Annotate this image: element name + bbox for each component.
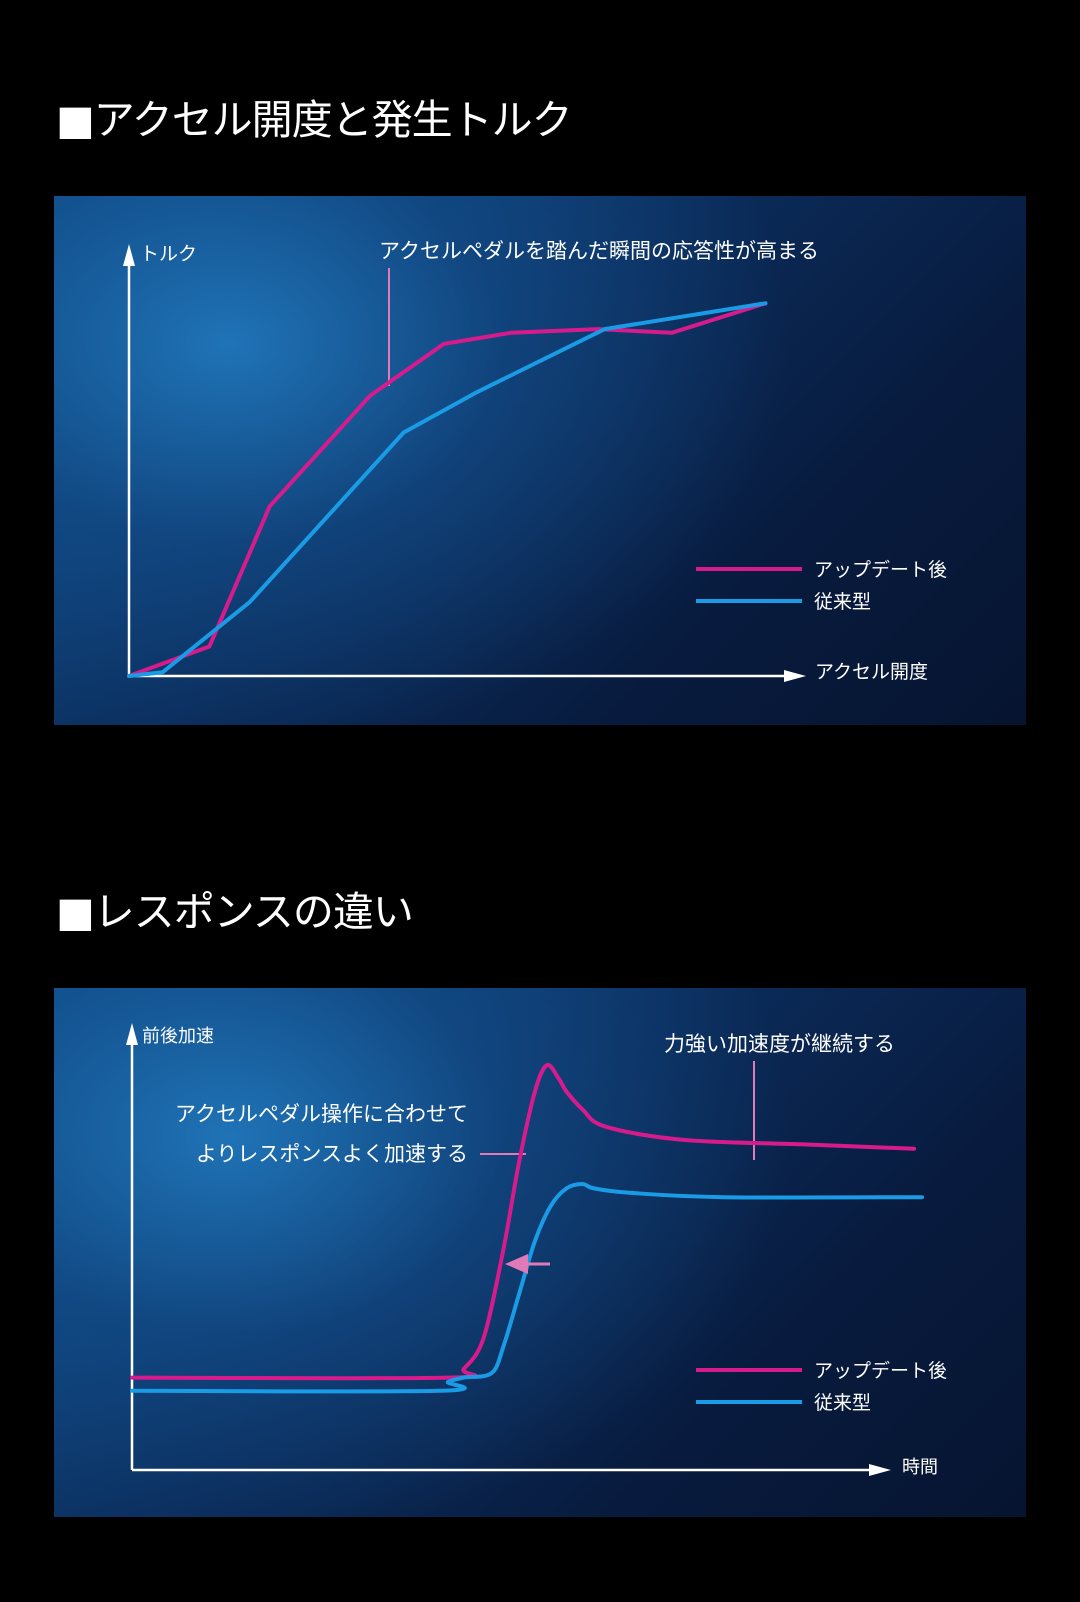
y-axis-label: 前後加速 xyxy=(142,1026,214,1047)
x-axis-label: アクセル開度 xyxy=(815,661,928,683)
x-axis-arrow xyxy=(784,670,806,682)
legend-label-after-update: アップデート後 xyxy=(814,559,947,581)
y-axis-label: トルク xyxy=(140,243,197,265)
annotation-response-line1: アクセルペダル操作に合わせて xyxy=(175,1102,468,1126)
annotation-response-line2: よりレスポンスよく加速する xyxy=(196,1142,468,1166)
time-shift-arrow-head xyxy=(505,1254,528,1274)
response-chart: 前後加速 時間 力強い加速度が継続する アクセルペダル操作に合わせて よりレスポ… xyxy=(126,1023,947,1478)
y-axis-arrow xyxy=(126,1023,138,1045)
y-axis-arrow xyxy=(123,244,135,266)
legend: アップデート後 従来型 xyxy=(696,1360,947,1414)
section-title-response: ■レスポンスの違い xyxy=(56,888,414,936)
x-axis-label: 時間 xyxy=(902,1457,938,1478)
series-conventional-line xyxy=(127,301,768,678)
section-title-torque: ■アクセル開度と発生トルク xyxy=(56,96,573,144)
legend-label-conventional: 従来型 xyxy=(814,1392,871,1414)
legend-label-conventional: 従来型 xyxy=(814,591,871,613)
legend-label-after-update: アップデート後 xyxy=(814,1360,947,1382)
torque-chart: トルク アクセル開度 アクセルペダルを踏んだ瞬間の応答性が高まる アップデート後… xyxy=(123,239,947,683)
annotation-response: アクセルペダルを踏んだ瞬間の応答性が高まる xyxy=(379,239,819,263)
annotation-sustained-accel: 力強い加速度が継続する xyxy=(664,1032,895,1056)
legend: アップデート後 従来型 xyxy=(696,559,947,613)
series-conventional-line xyxy=(130,1182,924,1394)
response-chart-panel: 前後加速 時間 力強い加速度が継続する アクセルペダル操作に合わせて よりレスポ… xyxy=(54,988,1026,1517)
series-after-update-line xyxy=(130,1062,917,1381)
torque-chart-panel: トルク アクセル開度 アクセルペダルを踏んだ瞬間の応答性が高まる アップデート後… xyxy=(54,196,1026,725)
series-after-update-line xyxy=(127,301,768,678)
x-axis-arrow xyxy=(869,1464,891,1476)
